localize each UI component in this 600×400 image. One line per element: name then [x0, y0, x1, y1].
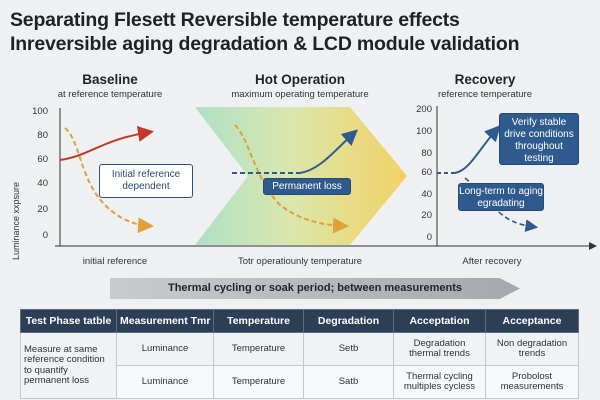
callout-long-term-aging: Long-term to aging egradating — [458, 183, 544, 211]
left-tick-40: 40 — [37, 178, 48, 189]
phase-title-recovery: Recovery — [454, 72, 516, 87]
callout-initial-reference: Initial reference dependent — [99, 164, 193, 198]
title-line-1: Separating Flesett Reversible temperatur… — [10, 9, 460, 31]
table-row: Measure at same reference condition to q… — [20, 332, 579, 399]
table-cell: Satb — [303, 365, 394, 399]
table-cell: Degradation thermal trends — [393, 332, 486, 366]
hot-orange-curve — [234, 124, 349, 234]
right-tick-40: 40 — [421, 189, 432, 200]
table-header: Test Phase tatble — [20, 309, 117, 333]
table-cell: Probolost measurements — [485, 365, 579, 399]
baseline-orange-curve — [64, 127, 154, 234]
table-cell: Luminance — [116, 365, 214, 399]
right-tick-60: 60 — [421, 167, 432, 178]
phase-subtitle-hot-operation: maximum operating temperature — [231, 89, 369, 100]
page-title: Separating Flesett Reversible temperatur… — [10, 8, 595, 56]
table-header: Acceptance — [485, 309, 579, 333]
table-header: Temperature — [213, 309, 304, 333]
x-caption-hot: Totr operatiounly temperature — [237, 256, 363, 267]
x-caption-baseline: initial reference — [82, 256, 148, 267]
table-header-row: Test Phase tatble Measurement Tmr Temper… — [20, 309, 579, 333]
right-tick-80: 80 — [421, 148, 432, 159]
left-tick-100: 100 — [32, 106, 48, 117]
hot-blue-curve — [299, 129, 358, 174]
left-tick-80: 80 — [37, 130, 48, 141]
table-cell: Measure at same reference condition to q… — [20, 332, 117, 399]
table-cell: Setb — [303, 332, 394, 366]
phase-subtitle-baseline: at reference temperature — [57, 89, 163, 100]
thermal-cycling-band: Thermal cycling or soak period; between … — [110, 278, 520, 299]
table-cell: Temperature — [213, 365, 304, 399]
table-cell: Luminance — [116, 332, 214, 366]
table-header: Measurement Tmr — [116, 309, 214, 333]
table-header: Degradation — [303, 309, 394, 333]
right-tick-20: 20 — [421, 210, 432, 221]
phase-title-hot-operation: Hot Operation — [255, 72, 345, 87]
diagram-graphics — [55, 106, 597, 250]
phase-diagram: Baseline at reference temperature Hot Op… — [0, 70, 600, 280]
table-cell: Thermal cycling multiples cycless — [393, 365, 486, 399]
table-header: Acceptation — [393, 309, 486, 333]
table-cell: Non degradation trends — [485, 332, 579, 366]
left-tick-60: 60 — [37, 154, 48, 165]
right-tick-200: 200 — [416, 104, 432, 115]
table-row: Luminance Temperature Satb Thermal cycli… — [21, 365, 579, 399]
left-tick-0: 0 — [42, 230, 48, 241]
baseline-red-curve — [59, 126, 154, 161]
x-caption-recovery: After recovery — [462, 256, 522, 267]
table-cell: Temperature — [213, 332, 304, 366]
test-phase-table: Test Phase tatble Measurement Tmr Temper… — [20, 309, 579, 399]
right-tick-0: 0 — [426, 232, 432, 243]
callout-verify-drive: Verify stable drive conditions throughou… — [499, 113, 579, 165]
callout-permanent-loss: Permanent loss — [263, 178, 351, 195]
phase-title-baseline: Baseline — [82, 72, 138, 87]
title-line-2: Inreversible aging degradation & LCD mod… — [10, 33, 520, 55]
phase-subtitle-recovery: reference temperature — [438, 89, 532, 100]
right-tick-100: 100 — [416, 126, 432, 137]
left-tick-20: 20 — [37, 204, 48, 215]
recovery-blue-curve — [454, 125, 501, 174]
hot-operation-chevron — [195, 107, 407, 245]
